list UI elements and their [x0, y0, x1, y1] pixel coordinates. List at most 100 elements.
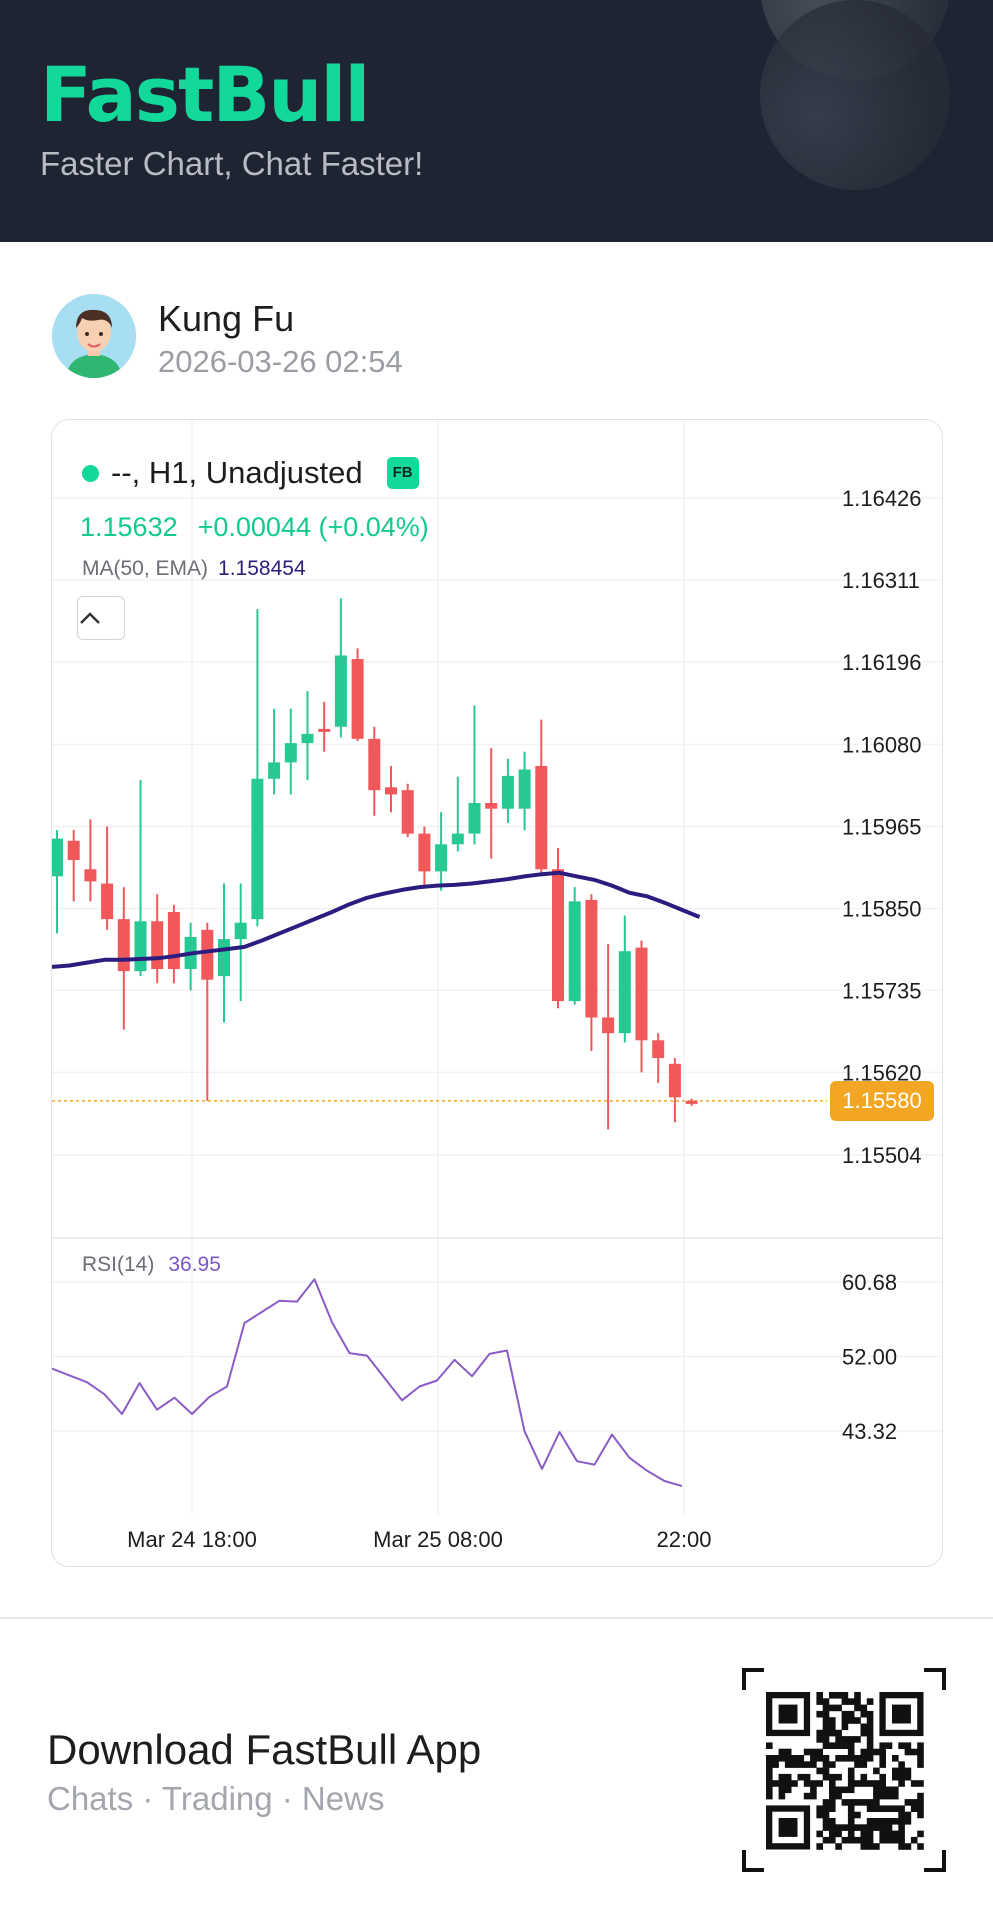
qr-finder [778, 1704, 798, 1724]
qr-module [766, 1742, 773, 1749]
qr-module [847, 1710, 855, 1718]
candle-body [668, 1063, 681, 1098]
qr-bracket [742, 1668, 764, 1690]
qr-module [860, 1773, 868, 1781]
qr-module [816, 1729, 823, 1737]
qr-module [854, 1799, 861, 1806]
qr-module [816, 1748, 823, 1756]
price-tick-label: 1.15504 [842, 1143, 922, 1168]
chevron-up-icon [80, 612, 100, 624]
qr-module [810, 1780, 817, 1787]
chart-card[interactable]: 1.16426 1.16311 1.16196 1.16080 1.15965 1.158… [51, 419, 943, 1567]
qr-module [822, 1723, 830, 1731]
qr-module [822, 1767, 830, 1775]
qr-module [784, 1780, 792, 1787]
qr-module [917, 1761, 924, 1768]
qr-module [854, 1755, 861, 1762]
qr-module [892, 1805, 899, 1812]
qr-module [860, 1830, 868, 1838]
qr-module [879, 1755, 886, 1762]
qr-module [860, 1723, 868, 1731]
chart-title-row: --, H1, Unadjusted FB [82, 455, 419, 491]
download-title[interactable]: Download FastBull App [47, 1726, 482, 1773]
qr-module [866, 1736, 874, 1743]
qr-module [829, 1780, 836, 1787]
qr-module [885, 1786, 893, 1794]
qr-module [866, 1698, 874, 1705]
candle-body [251, 778, 264, 920]
qr-code[interactable] [742, 1668, 946, 1872]
qr-module [784, 1755, 792, 1762]
qr-module [816, 1780, 823, 1787]
qr-module [873, 1824, 880, 1831]
qr-module [885, 1830, 893, 1838]
candlestick-chart[interactable]: 1.16426 1.16311 1.16196 1.16080 1.15965 1.158… [52, 420, 942, 1566]
qr-module [866, 1710, 874, 1718]
qr-module [816, 1830, 823, 1838]
qr-module [917, 1780, 924, 1787]
qr-module [879, 1824, 886, 1831]
qr-module [847, 1830, 855, 1838]
rsi-line [52, 1278, 683, 1488]
rsi-legend: RSI(14) 36.95 [82, 1253, 221, 1277]
qr-code-icon [742, 1668, 946, 1872]
qr-module [898, 1836, 905, 1844]
qr-module [829, 1818, 836, 1825]
qr-module [816, 1698, 823, 1705]
qr-module [873, 1792, 880, 1800]
candle-body [435, 844, 448, 872]
qr-module [784, 1773, 792, 1781]
qr-module [910, 1780, 918, 1787]
qr-module [866, 1729, 874, 1737]
qr-module [866, 1830, 874, 1838]
ma-line [52, 870, 701, 969]
qr-module [860, 1761, 868, 1768]
qr-module [854, 1736, 861, 1743]
ma-legend: MA(50, EMA) 1.158454 [82, 557, 306, 581]
qr-module [784, 1761, 792, 1768]
qr-module [791, 1761, 798, 1768]
qr-module [847, 1805, 855, 1812]
qr-module [835, 1830, 842, 1838]
qr-module [778, 1755, 786, 1762]
candle-body [401, 790, 414, 834]
price-tick-label: 1.16080 [842, 733, 922, 758]
qr-module [822, 1755, 830, 1762]
brand-tagline: Faster Chart, Chat Faster! [40, 145, 424, 182]
candle-body [618, 951, 631, 1034]
user-name[interactable]: Kung Fu [158, 298, 295, 339]
candle-body [518, 769, 531, 809]
qr-module [860, 1824, 868, 1831]
avatar[interactable] [52, 294, 136, 378]
download-subtitle: Chats · Trading · News [47, 1780, 385, 1817]
qr-module [910, 1748, 918, 1756]
qr-module [841, 1698, 849, 1705]
fb-badge: FB [386, 457, 419, 489]
price-tick-label: 1.15850 [842, 896, 922, 921]
qr-module [879, 1836, 886, 1844]
qr-module [835, 1692, 842, 1699]
qr-module [803, 1761, 811, 1768]
qr-module [822, 1729, 830, 1737]
qr-module [829, 1692, 836, 1699]
qr-module [841, 1836, 849, 1844]
qr-module [854, 1824, 861, 1831]
qr-module [829, 1792, 836, 1800]
candle-body [84, 869, 97, 882]
qr-module [847, 1717, 855, 1724]
qr-module [847, 1755, 855, 1762]
qr-module [910, 1805, 918, 1812]
qr-module [873, 1843, 880, 1850]
qr-module [879, 1818, 886, 1825]
qr-finder [778, 1818, 798, 1837]
qr-module [829, 1824, 836, 1831]
collapse-legend-button[interactable] [77, 596, 125, 640]
qr-module [841, 1755, 849, 1762]
price-tick-label: 1.16311 [842, 568, 920, 593]
qr-module [879, 1792, 886, 1800]
qr-module [860, 1748, 868, 1756]
qr-module [847, 1836, 855, 1844]
qr-module [879, 1830, 886, 1838]
qr-module [898, 1811, 905, 1819]
candle-body [635, 947, 648, 1041]
